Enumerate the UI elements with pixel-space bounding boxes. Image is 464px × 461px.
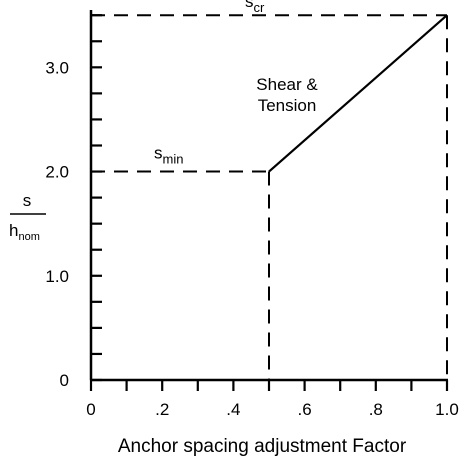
shear-tension-annotation: Shear & Tension [256, 75, 318, 115]
axis-ticks [89, 14, 449, 391]
y-tick-label-2: 2.0 [45, 163, 69, 182]
y-axis-label-denominator: hnom [9, 221, 40, 243]
series-line-0 [268, 14, 448, 173]
x-axis-title: Anchor spacing adjustment Factor [118, 436, 407, 457]
reference-lines [91, 14, 448, 380]
x-tick-label-4: .8 [369, 400, 383, 419]
y-tick-label-0: 0 [60, 371, 69, 390]
tick-labels: 0 .2 .4 .6 .8 1.0 0 1.0 2.0 3.0 [45, 58, 458, 419]
x-tick-label-1: .2 [155, 400, 169, 419]
y-tick-label-3: 3.0 [45, 58, 69, 77]
scr-annotation: scr [245, 0, 265, 15]
series-lines [268, 14, 448, 173]
smin-annotation: smin [154, 144, 183, 167]
x-tick-label-3: .6 [298, 400, 312, 419]
x-tick-label-2: .4 [226, 400, 240, 419]
y-axis-label: s hnom [9, 191, 46, 243]
y-tick-label-1: 1.0 [45, 267, 69, 286]
x-tick-label-5: 1.0 [435, 400, 459, 419]
y-axis-label-numerator: s [23, 191, 32, 210]
x-tick-label-0: 0 [86, 400, 95, 419]
